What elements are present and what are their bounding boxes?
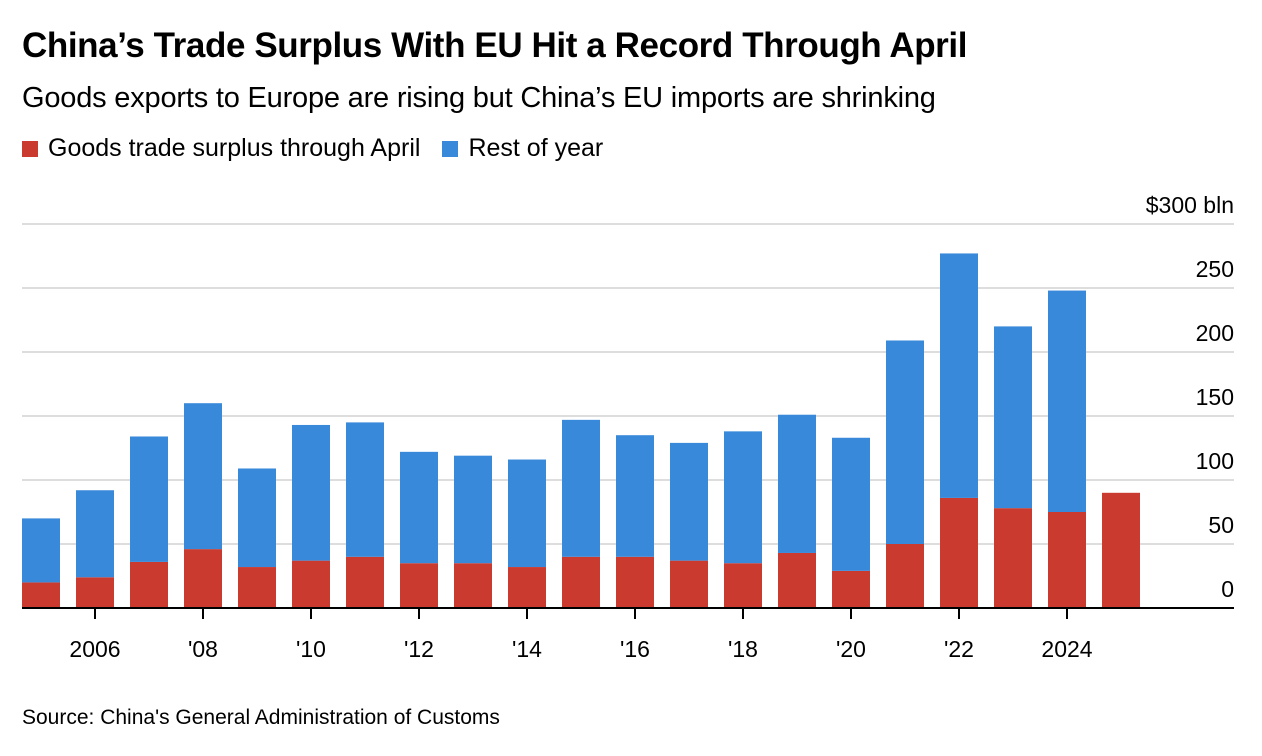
bar-rest-of-year <box>238 468 276 568</box>
bar-rest-of-year <box>1048 290 1086 512</box>
x-tick-label: '20 <box>836 636 866 662</box>
x-axis: 2006 '08 '10 '12 '14 '16 '18 '20 '22 2024 <box>22 607 1234 662</box>
bar-surplus-through-april <box>76 577 114 608</box>
legend-swatch-red <box>22 140 38 157</box>
bar-surplus-through-april <box>994 508 1032 608</box>
bar-surplus-through-april <box>22 582 60 608</box>
legend-swatch-blue <box>442 140 459 157</box>
y-tick-label: 250 <box>1196 256 1234 282</box>
bar-surplus-through-april <box>778 552 816 608</box>
bar-rest-of-year <box>778 414 816 553</box>
x-tick-label: '16 <box>620 636 650 662</box>
bar-rest-of-year <box>562 419 600 557</box>
bar-rest-of-year <box>184 403 222 550</box>
y-tick-label: $300 bln <box>1146 192 1234 218</box>
bar-surplus-through-april <box>454 563 492 608</box>
bar-surplus-through-april <box>184 549 222 608</box>
bar-rest-of-year <box>130 436 168 562</box>
bar-rest-of-year <box>886 340 924 544</box>
x-tick-label: '14 <box>512 636 542 662</box>
y-tick-label: 100 <box>1196 448 1234 474</box>
bar-surplus-through-april <box>832 570 870 608</box>
bar-surplus-through-april <box>616 556 654 608</box>
bar-rest-of-year <box>346 422 384 557</box>
y-tick-label: 200 <box>1196 320 1234 346</box>
legend-item-rest-of-year: Rest of year <box>442 134 603 163</box>
x-tick-label: '18 <box>728 636 758 662</box>
bar-rest-of-year <box>454 455 492 564</box>
source-note: Source: China's General Administration o… <box>22 706 500 729</box>
x-tick-label: 2006 <box>69 636 120 662</box>
y-axis: 0 50 100 150 200 250 $300 bln <box>1146 192 1234 602</box>
x-tick-label: '10 <box>296 636 326 662</box>
bar-rest-of-year <box>292 424 330 561</box>
bar-rest-of-year <box>940 253 978 498</box>
chart-subtitle: Goods exports to Europe are rising but C… <box>22 82 936 114</box>
bar-rest-of-year <box>670 442 708 561</box>
bar-rest-of-year <box>22 518 60 583</box>
legend-label: Rest of year <box>468 134 604 162</box>
legend-label: Goods trade surplus through April <box>48 134 421 162</box>
x-tick-label: 2024 <box>1041 636 1092 662</box>
legend: Goods trade surplus through April Rest o… <box>22 134 625 163</box>
bar-rest-of-year <box>724 431 762 564</box>
x-tick-label: '22 <box>944 636 974 662</box>
bar-surplus-through-april <box>508 567 546 608</box>
bar-rest-of-year <box>508 459 546 568</box>
bar-surplus-through-april <box>886 544 924 608</box>
bar-surplus-through-april <box>1102 492 1140 608</box>
bar-surplus-through-april <box>238 567 276 608</box>
bars <box>22 253 1140 608</box>
y-tick-label: 0 <box>1221 576 1234 602</box>
y-tick-label: 50 <box>1208 512 1234 538</box>
bar-rest-of-year <box>400 451 438 564</box>
bar-surplus-through-april <box>292 560 330 608</box>
bar-surplus-through-april <box>940 497 978 608</box>
bar-rest-of-year <box>616 435 654 557</box>
bar-surplus-through-april <box>130 561 168 608</box>
y-tick-label: 150 <box>1196 384 1234 410</box>
bar-surplus-through-april <box>400 563 438 608</box>
bar-rest-of-year <box>76 490 114 578</box>
bar-surplus-through-april <box>670 560 708 608</box>
x-tick-label: '12 <box>404 636 434 662</box>
bar-rest-of-year <box>832 437 870 571</box>
bar-surplus-through-april <box>346 556 384 608</box>
bar-surplus-through-april <box>1048 512 1086 608</box>
chart-title: China’s Trade Surplus With EU Hit a Reco… <box>22 26 968 65</box>
bar-surplus-through-april <box>724 563 762 608</box>
legend-item-surplus-through-april: Goods trade surplus through April <box>22 134 420 163</box>
bar-rest-of-year <box>994 326 1032 509</box>
x-tick-label: '08 <box>188 636 218 662</box>
bar-surplus-through-april <box>562 556 600 608</box>
